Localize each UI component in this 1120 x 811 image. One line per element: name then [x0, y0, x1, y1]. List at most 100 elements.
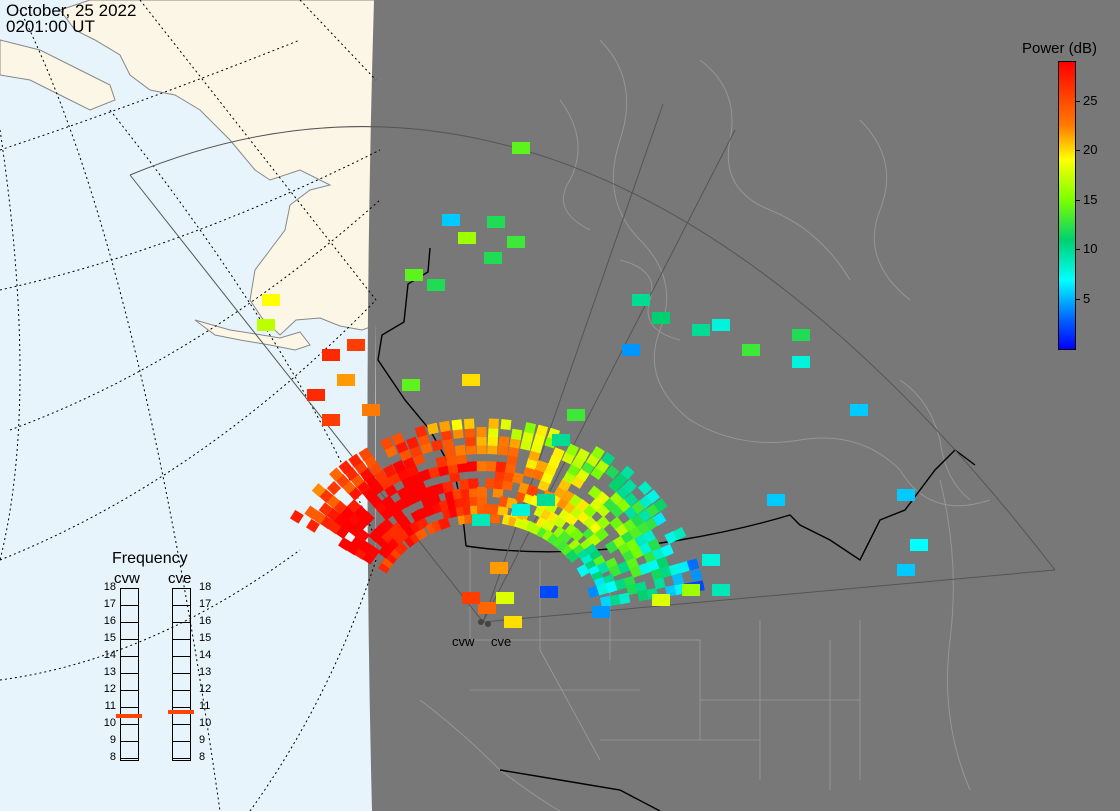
echo-cell: [451, 419, 463, 431]
freq-grid-line: [172, 724, 191, 725]
echo-cell: [897, 489, 915, 501]
echo-cell: [337, 374, 355, 386]
freq-grid-line: [120, 622, 139, 623]
echo-cell: [632, 294, 650, 306]
echo-cell: [625, 583, 639, 596]
echo-cell: [702, 554, 720, 566]
land-seward: [0, 39, 116, 111]
freq-tick-label-left: 13: [103, 666, 116, 678]
freq-grid-line: [172, 741, 191, 742]
echo-cell: [850, 404, 868, 416]
echo-cell: [435, 455, 448, 469]
echo-cell: [454, 444, 466, 456]
echo-cell: [402, 379, 420, 391]
echo-cell: [306, 518, 320, 533]
echo-cell: [464, 427, 476, 438]
echo-cell: [653, 577, 666, 590]
echo-cell: [647, 538, 661, 552]
freq-grid-line: [120, 656, 139, 657]
echo-cell: [460, 487, 472, 499]
echo-cell: [504, 462, 517, 474]
frequency-title: Frequency: [112, 550, 188, 567]
echo-cell: [427, 279, 445, 291]
echo-cell: [642, 529, 656, 544]
echo-cell: [512, 142, 530, 154]
freq-marker-cve: [168, 710, 194, 715]
colorbar-tick-mark: [1075, 249, 1080, 251]
echo-cell: [440, 429, 453, 441]
echo-cell: [637, 589, 649, 602]
echo-cell: [596, 583, 609, 596]
echo-cell: [489, 512, 501, 524]
echo-cell: [512, 504, 530, 516]
echo-cell: [463, 418, 475, 430]
echo-cell: [418, 468, 432, 482]
echo-cell: [629, 565, 643, 579]
echo-cell: [567, 409, 585, 421]
echo-cell: [437, 517, 451, 530]
echo-cell: [380, 436, 394, 451]
echo-cell: [322, 349, 340, 361]
echo-cell: [665, 584, 677, 597]
echo-cell: [487, 444, 498, 455]
echo-cell: [381, 495, 396, 510]
echo-cell: [671, 573, 684, 586]
echo-cell: [520, 438, 533, 451]
freq-marker-cvw: [116, 713, 142, 718]
echo-cell: [466, 461, 478, 472]
echo-cell: [596, 515, 611, 530]
echo-cell: [405, 269, 423, 281]
echo-cell: [462, 374, 480, 386]
freq-tick-label-left: 9: [109, 734, 116, 746]
echo-cell: [497, 504, 509, 517]
echo-cell: [476, 486, 488, 497]
echo-cell: [742, 344, 760, 356]
echo-cell: [458, 232, 476, 244]
echo-cell: [329, 467, 344, 482]
freq-tick-label-right: 10: [199, 717, 212, 729]
echo-cell: [465, 435, 476, 447]
echo-cell: [452, 427, 464, 439]
echo-cell: [647, 559, 661, 573]
freq-scale-cvw: [120, 588, 139, 761]
freq-grid-line: [120, 741, 139, 742]
echo-cell: [406, 436, 419, 450]
echo-cell: [441, 480, 455, 493]
echo-cell: [468, 486, 480, 498]
graticule: [0, 0, 381, 811]
echo-cell: [492, 487, 504, 499]
echo-cell: [792, 329, 810, 341]
echo-cell: [478, 602, 496, 614]
echo-cell: [614, 578, 627, 591]
echo-cell: [605, 580, 618, 594]
echo-cell: [428, 466, 441, 479]
echo-cell: [495, 461, 507, 473]
echo-cell: [392, 459, 406, 474]
echo-cell: [692, 324, 710, 336]
echo-cell: [476, 461, 487, 472]
freq-tick-label-left: 10: [103, 717, 116, 729]
freq-tick-label-right: 13: [199, 666, 212, 678]
freq-tick-label-left: 14: [103, 649, 116, 661]
echo-cell: [348, 453, 363, 468]
echo-cell: [362, 404, 380, 416]
echo-cell: [537, 494, 555, 506]
freq-grid-line: [172, 707, 191, 708]
echo-cell: [391, 432, 405, 446]
echo-cell: [652, 512, 667, 526]
freq-tick-label-right: 14: [199, 649, 212, 661]
freq-tick-label-right: 16: [199, 615, 212, 627]
echo-cell: [509, 437, 521, 449]
echo-cell: [659, 565, 673, 579]
echo-cells: [257, 142, 928, 628]
freq-grid-line: [120, 639, 139, 640]
echo-cell: [431, 439, 444, 452]
echo-cell: [712, 584, 730, 596]
colorbar-tick-mark: [1075, 100, 1080, 102]
echo-cell: [622, 344, 640, 356]
echo-cell: [535, 460, 548, 473]
echo-cell: [462, 592, 480, 604]
echo-cell: [497, 444, 509, 456]
colorbar-tick-mark: [1075, 199, 1080, 201]
